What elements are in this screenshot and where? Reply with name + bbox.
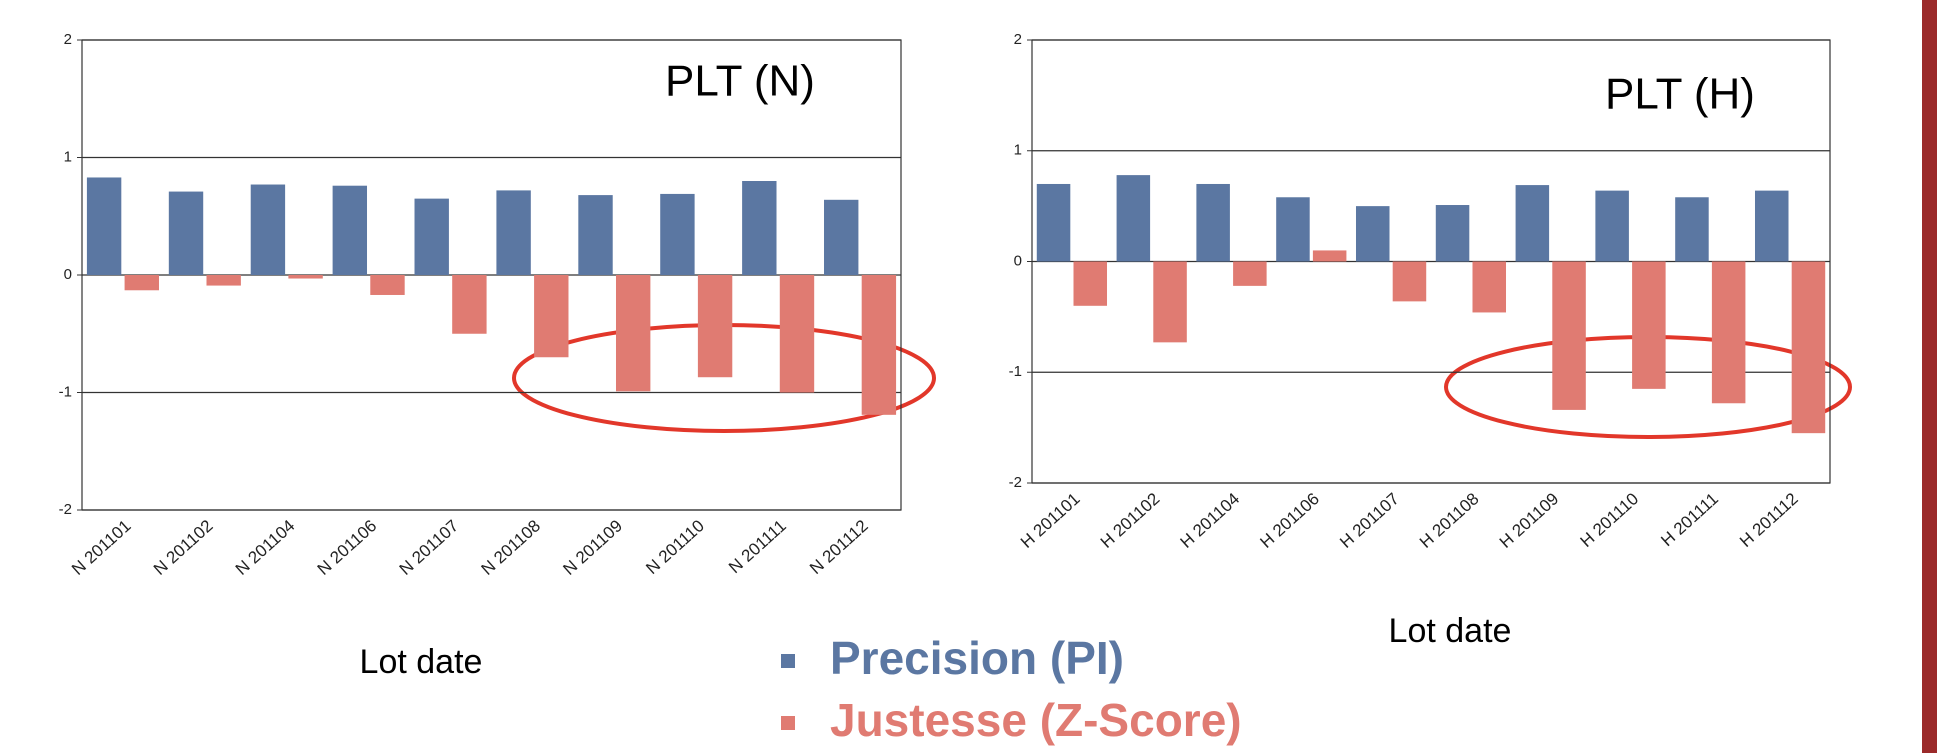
bar [1595,190,1629,262]
x-tick-label: N 201101 [68,516,135,579]
y-tick-label: -1 [59,383,72,400]
x-tick-label: H 201101 [1017,489,1084,552]
bar [288,275,323,279]
y-tick-label: 2 [1014,31,1022,48]
bar [370,275,405,295]
x-tick-label: N 201102 [150,516,217,579]
side-stripe [1922,0,1937,753]
chart-title: PLT (H) [1605,70,1755,119]
bar [1392,261,1427,302]
y-tick-label: 1 [64,148,72,165]
x-tick-label: N 201112 [806,516,872,578]
bar [779,275,815,393]
x-tick-label: N 201106 [314,516,381,579]
bar [1791,261,1826,434]
bar [578,195,613,275]
x-tick-label: N 201104 [232,516,299,579]
bar [1116,175,1151,262]
x-axis-label: Lot date [1389,612,1512,650]
y-tick-label: -2 [59,501,72,518]
bar [1312,250,1347,262]
bar [86,177,122,275]
y-tick-label: 1 [1014,142,1022,159]
bar [1711,261,1746,404]
bar [615,275,651,392]
bar [1233,261,1267,286]
bar [452,275,487,334]
bar [250,184,286,275]
x-tick-label: H 201102 [1097,489,1164,552]
x-tick-label: N 201109 [559,516,626,579]
bar [861,275,897,415]
x-tick-label: N 201111 [725,516,790,577]
bar [1196,183,1230,262]
bar [1632,261,1666,389]
bar [660,193,695,275]
bar [1355,206,1390,262]
legend-label: Precision (PI) [830,632,1124,684]
x-tick-label: H 201107 [1336,489,1403,552]
bar [1472,261,1507,313]
y-tick-label: 2 [64,31,72,48]
chart-title: PLT (N) [665,57,815,106]
bar [414,198,449,275]
bar [124,275,159,291]
bar [332,185,368,275]
x-tick-label: N 201110 [642,516,708,578]
bar [824,199,859,275]
x-axis-label: Lot date [360,643,483,681]
x-tick-label: H 201104 [1177,489,1244,552]
bar [697,275,733,378]
x-tick-label: H 201111 [1657,489,1722,550]
bar [534,275,569,358]
x-tick-label: H 201108 [1416,489,1483,552]
y-tick-label: -2 [1009,474,1022,491]
bar [1276,197,1310,262]
bar [1675,197,1709,262]
y-tick-label: 0 [1014,252,1022,269]
bar [206,275,241,286]
y-tick-label: 0 [64,266,72,283]
bar [1036,183,1071,262]
bar [742,181,777,275]
x-tick-label: H 201110 [1577,489,1643,551]
bar [1515,185,1550,262]
legend-label: Justesse (Z-Score) [830,694,1242,746]
legend-swatch [781,654,795,668]
bar [1153,261,1187,343]
legend-swatch [781,716,795,730]
bar [1435,205,1470,262]
bar [496,190,531,275]
bar [1552,261,1586,410]
bar [1754,190,1789,262]
x-tick-label: H 201109 [1496,489,1563,552]
x-tick-label: H 201106 [1256,489,1323,552]
y-tick-label: -1 [1009,363,1022,380]
bar [168,191,204,275]
x-tick-label: N 201107 [396,516,463,579]
x-tick-label: N 201108 [478,516,545,579]
x-tick-label: H 201112 [1736,489,1802,551]
bar [1073,261,1108,306]
